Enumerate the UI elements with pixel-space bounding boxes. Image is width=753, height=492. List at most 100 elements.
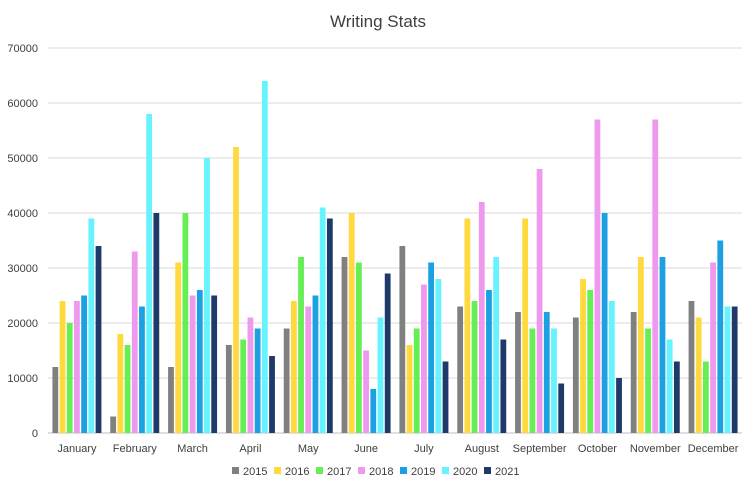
bar-2015-december — [688, 301, 695, 433]
bar-2018-july — [421, 284, 427, 433]
bar-2017-april — [240, 339, 247, 433]
bar-2021-february — [153, 213, 160, 433]
x-tick-label: April — [239, 443, 261, 455]
bar-2015-june — [341, 257, 348, 433]
bar-2020-august — [493, 257, 500, 433]
legend-label-2015: 2015 — [243, 466, 267, 478]
bar-2019-september — [543, 312, 550, 433]
x-tick-label: May — [298, 443, 319, 455]
bar-2017-february — [124, 345, 131, 433]
y-tick-label: 60000 — [7, 98, 38, 110]
legend-swatch-2016 — [274, 467, 281, 474]
bar-2016-june — [348, 213, 355, 433]
bar-2016-may — [290, 301, 297, 433]
legend-label-2017: 2017 — [327, 466, 351, 478]
legend-label-2016: 2016 — [285, 466, 309, 478]
bar-2018-january — [74, 301, 80, 433]
legend-swatch-2015 — [232, 467, 239, 474]
gridlines — [48, 47, 742, 434]
y-tick-label: 40000 — [7, 208, 38, 220]
legend-label-2018: 2018 — [369, 466, 393, 478]
bar-2019-april — [254, 328, 261, 433]
legend-swatch-2020 — [442, 467, 449, 474]
bar-2021-july — [442, 361, 449, 433]
bar-2020-january — [88, 218, 95, 433]
bar-2019-august — [486, 290, 492, 433]
bar-2021-october — [616, 378, 622, 433]
x-tick-label: June — [354, 443, 378, 455]
legend-label-2020: 2020 — [453, 466, 477, 478]
bar-2021-may — [326, 218, 333, 433]
bar-2020-april — [261, 81, 268, 433]
bar-2018-september — [536, 169, 543, 433]
bar-2019-november — [659, 257, 666, 433]
y-tick-label: 10000 — [7, 373, 38, 385]
x-tick-label: July — [414, 443, 434, 455]
bar-2017-june — [355, 262, 362, 433]
y-tick-label: 70000 — [7, 43, 38, 55]
bar-2015-august — [457, 306, 464, 433]
bar-2018-december — [710, 262, 716, 433]
bar-2019-march — [196, 290, 203, 433]
bar-2021-november — [673, 361, 680, 433]
bar-2017-october — [587, 290, 594, 433]
bar-2018-november — [652, 119, 659, 433]
bar-2021-september — [558, 383, 565, 433]
x-tick-label: December — [688, 443, 739, 455]
bar-2017-march — [182, 213, 189, 433]
bar-2019-january — [81, 295, 88, 433]
bar-2016-january — [59, 301, 66, 433]
bar-2015-january — [52, 367, 59, 433]
y-axis: 0 10000 20000 30000 40000 50000 60000 70000 — [7, 43, 38, 440]
bar-2018-march — [189, 295, 196, 433]
bar-2020-december — [724, 306, 731, 433]
x-tick-label: August — [465, 443, 499, 455]
legend-swatch-2018 — [358, 467, 365, 474]
bar-2020-november — [666, 339, 673, 433]
bar-2016-september — [522, 218, 529, 433]
legend-swatch-2017 — [316, 467, 323, 474]
bar-2015-march — [168, 367, 174, 433]
bar-2017-january — [66, 323, 73, 433]
bar-2020-may — [319, 207, 326, 433]
y-tick-label: 30000 — [7, 263, 38, 275]
bar-2018-may — [305, 306, 312, 433]
bar-2016-october — [580, 279, 586, 433]
bar-2018-april — [247, 317, 254, 433]
bar-2020-june — [377, 317, 384, 433]
legend-swatch-2019 — [400, 467, 407, 474]
bar-2019-october — [601, 213, 608, 433]
bar-2016-july — [406, 345, 413, 433]
bar-2020-february — [146, 114, 153, 433]
bar-2015-july — [399, 246, 406, 433]
bar-2017-december — [702, 361, 709, 433]
bar-2019-june — [370, 389, 377, 433]
bar-2020-october — [608, 301, 615, 433]
bar-2015-november — [630, 312, 637, 433]
bar-2015-september — [515, 312, 521, 433]
bar-2021-december — [731, 306, 738, 433]
y-tick-label: 20000 — [7, 318, 38, 330]
legend: 2015 2016 2017 2018 2019 2020 2021 — [232, 466, 519, 478]
bar-2021-august — [500, 339, 507, 433]
bar-2021-april — [269, 356, 275, 433]
x-tick-label: September — [513, 443, 567, 455]
bar-2016-march — [175, 262, 182, 433]
bar-2019-december — [717, 240, 724, 433]
bar-2021-january — [95, 246, 102, 433]
bar-2017-august — [471, 301, 478, 433]
x-tick-label: November — [630, 443, 681, 455]
x-tick-label: February — [113, 443, 158, 455]
bar-2021-june — [384, 273, 391, 433]
bar-2015-may — [283, 328, 290, 433]
x-axis: January February March April May June July Augu… — [57, 443, 738, 455]
bar-2016-november — [637, 257, 644, 433]
bar-2018-june — [363, 350, 369, 433]
bar-2020-july — [435, 279, 442, 433]
bar-2018-february — [131, 251, 138, 433]
bar-2019-february — [139, 306, 145, 433]
y-tick-label: 0 — [32, 428, 38, 440]
bar-2015-october — [572, 317, 579, 433]
bar-2018-august — [478, 202, 485, 433]
